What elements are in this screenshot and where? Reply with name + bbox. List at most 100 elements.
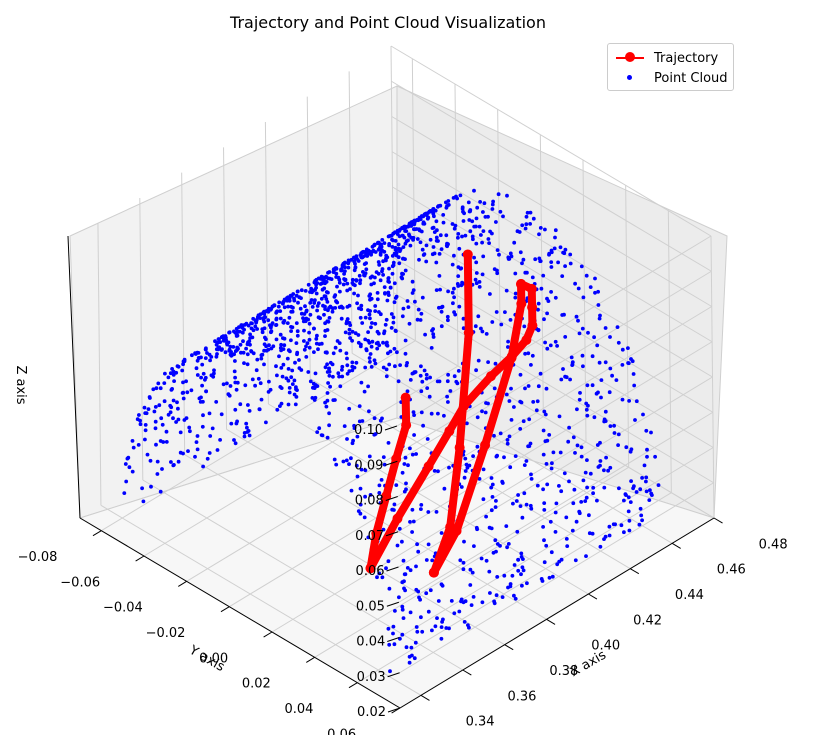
point-cloud-point — [357, 404, 362, 408]
point-cloud-point — [337, 341, 342, 345]
point-cloud-point — [644, 428, 649, 433]
point-cloud-point — [158, 386, 163, 391]
point-cloud-point — [369, 252, 373, 257]
trajectory-point — [400, 392, 411, 403]
point-cloud-point — [577, 397, 582, 402]
point-cloud-point — [530, 275, 535, 280]
point-cloud-point — [292, 378, 297, 383]
point-cloud-point — [387, 586, 392, 591]
point-cloud-point — [367, 454, 372, 459]
point-cloud-point — [626, 361, 631, 366]
point-cloud-point — [463, 469, 468, 473]
point-cloud-point — [645, 447, 649, 452]
point-cloud-point — [379, 244, 384, 249]
x-tick-mark — [546, 618, 556, 625]
point-cloud-point — [581, 295, 586, 300]
point-cloud-point — [434, 238, 439, 243]
point-cloud-point — [142, 405, 147, 410]
point-cloud-point — [490, 231, 494, 236]
point-cloud-point — [498, 209, 503, 214]
point-cloud-point — [439, 305, 444, 310]
point-cloud-point — [494, 310, 499, 314]
point-cloud-point — [249, 326, 254, 331]
point-cloud-point — [504, 524, 509, 528]
point-cloud-point — [259, 397, 264, 402]
point-cloud-point — [634, 399, 639, 404]
point-cloud-point — [327, 423, 331, 428]
point-cloud-point — [141, 499, 146, 504]
point-cloud-point — [255, 357, 260, 362]
point-cloud-point — [468, 583, 473, 587]
z-tick-label: 0.08 — [355, 494, 384, 509]
point-cloud-point — [419, 410, 424, 415]
point-cloud-point — [464, 462, 469, 467]
point-cloud-point — [264, 348, 269, 353]
point-cloud-point — [326, 270, 330, 275]
point-cloud-point — [568, 252, 573, 257]
point-cloud-point — [386, 276, 391, 280]
point-cloud-point — [328, 384, 332, 389]
point-cloud-point — [325, 362, 329, 367]
point-cloud-point — [504, 392, 509, 397]
x-tick-label: 0.40 — [591, 639, 620, 654]
z-tick-label: 0.06 — [356, 564, 385, 579]
point-cloud-point — [267, 379, 271, 384]
point-cloud-point — [387, 280, 391, 284]
point-cloud-point — [381, 527, 386, 532]
point-cloud-point — [648, 488, 652, 492]
point-cloud-point — [262, 348, 266, 353]
point-cloud-point — [475, 205, 480, 210]
point-cloud-point — [222, 338, 227, 343]
point-cloud-point — [633, 418, 637, 422]
x-gridline-wall — [348, 71, 353, 354]
point-cloud-point — [603, 409, 608, 414]
point-cloud-point — [439, 625, 444, 629]
point-cloud-point — [286, 402, 291, 407]
point-cloud-point — [314, 337, 319, 341]
point-cloud-point — [285, 356, 290, 361]
point-cloud-point — [163, 371, 167, 376]
point-cloud-point — [441, 220, 446, 225]
z-gridline-right — [391, 151, 713, 343]
point-cloud-point — [508, 465, 513, 470]
point-cloud-point — [325, 391, 330, 395]
point-cloud-point — [461, 209, 465, 214]
point-cloud-point — [563, 335, 568, 339]
point-cloud-point — [412, 656, 417, 661]
point-cloud-point — [590, 354, 595, 359]
point-cloud-point — [445, 394, 449, 399]
point-cloud-point — [602, 485, 607, 490]
point-cloud-point — [417, 228, 422, 233]
z-tick-mark — [387, 707, 401, 713]
point-cloud-point — [278, 385, 283, 389]
point-cloud-point — [608, 424, 613, 428]
point-cloud-point — [203, 356, 208, 360]
point-cloud-point — [201, 399, 205, 404]
point-cloud-point — [378, 278, 383, 283]
point-cloud-point — [544, 462, 549, 466]
point-cloud-point — [449, 599, 454, 603]
z-tick-label: 0.03 — [357, 670, 386, 685]
point-cloud-point — [396, 242, 401, 247]
point-cloud-point — [577, 331, 582, 336]
x-gridline-wall — [97, 223, 102, 506]
point-cloud-point — [214, 400, 219, 404]
point-cloud-point — [235, 419, 240, 424]
point-cloud-point — [542, 317, 546, 322]
point-cloud-point — [529, 477, 534, 481]
point-cloud-point — [471, 237, 475, 242]
point-cloud-point — [245, 362, 250, 367]
point-cloud-point — [414, 227, 419, 231]
point-cloud-point — [457, 304, 462, 309]
point-cloud-point — [277, 354, 281, 359]
point-cloud-point — [171, 463, 176, 468]
point-cloud-point — [384, 317, 389, 322]
point-cloud-point — [294, 341, 299, 345]
point-cloud-point — [541, 273, 546, 278]
point-cloud-point — [632, 383, 637, 388]
point-cloud-point — [475, 415, 480, 420]
point-cloud-point — [438, 233, 443, 238]
point-cloud-point — [630, 359, 635, 364]
point-cloud-point — [453, 312, 458, 317]
point-cloud-point — [475, 444, 480, 449]
